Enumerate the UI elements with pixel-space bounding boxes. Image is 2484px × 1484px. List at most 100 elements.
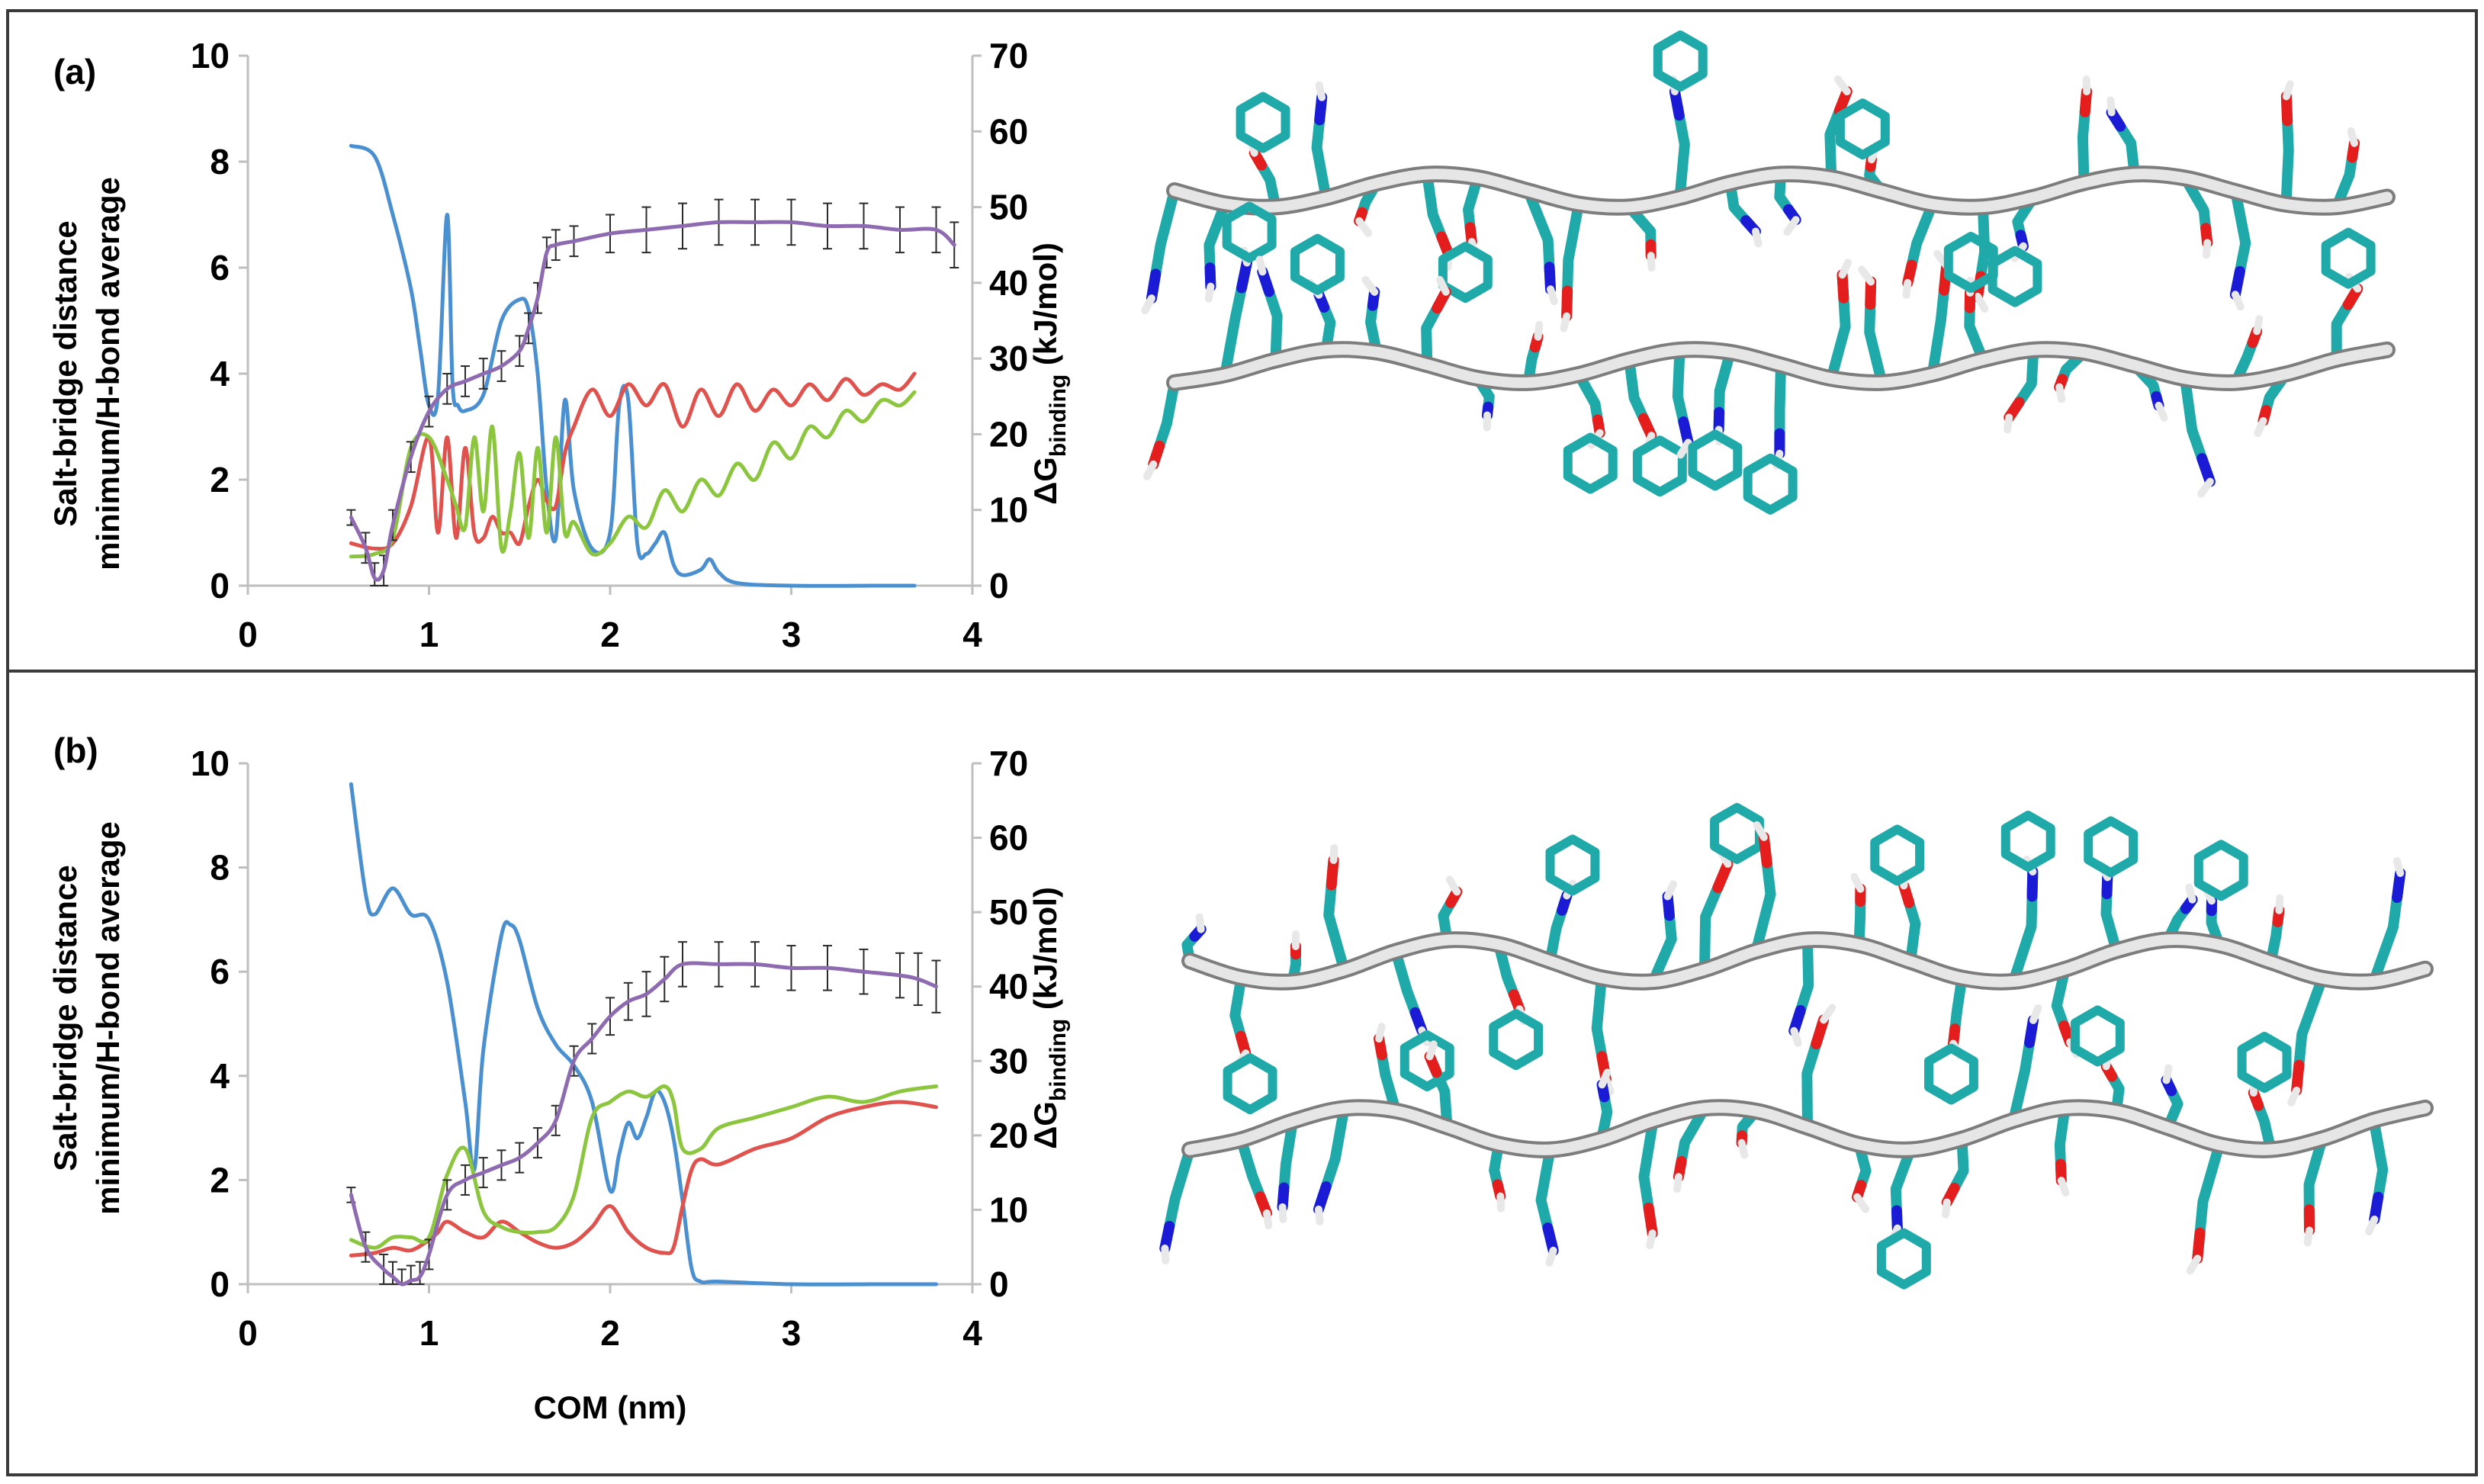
molecule-a-structure [1141,31,2396,515]
molecule-a-hydrogen [1838,259,1853,279]
chart-a-x-tick-label: 4 [962,615,982,654]
chart-a-left-axis-title: Salt-bridge distance minimum/H-bond avera… [47,177,126,570]
molecule-b-aromatic-ring [2000,811,2055,872]
molecule-a-hydrogen [2055,383,2066,403]
molecule-a-aromatic-ring [1835,98,1890,160]
molecule-b-hydrogen [1329,843,1338,864]
molecule-b-hydrogen [1445,875,1461,896]
molecule-b-hydrogen [1545,1246,1557,1267]
molecule-b-backbone-ribbon [1184,934,2431,988]
chart-b-left-axis-title: Salt-bridge distance minimum/H-bond avera… [47,821,126,1215]
molecule-a-aromatic-ring [2321,227,2376,289]
molecule-a-aromatic-ring [1222,201,1277,263]
chart-a-right-tick-label: 20 [989,414,1028,454]
molecule-b-aromatic-ring [1399,1030,1454,1092]
chart-a-right-tick-label: 30 [989,339,1028,378]
chart-a-x-tick-label: 0 [238,615,258,654]
chart-b-x-tick-label: 3 [782,1313,802,1353]
chart-b-left-tick-label: 4 [210,1056,230,1096]
molecule-b-hydrogen [1663,880,1677,901]
molecule-b-hydrogen [1262,1209,1273,1229]
chart-b-left-tick-label: 10 [191,744,230,783]
molecule-a-hydrogen [1751,227,1763,248]
molecule-b-heteroatom [1758,831,1772,869]
molecule-a-hydrogen [2254,416,2267,437]
molecule-a-hydrogen [1204,282,1215,303]
molecule-a-hydrogen [1833,75,1851,95]
molecule-b-aromatic-ring [1223,1053,1277,1115]
molecule-b-structure [1159,802,2434,1290]
molecule-a-hydrogen [1361,275,1379,296]
molecule-b-hydrogen [1425,1040,1438,1061]
molecule-a-hydrogen [1647,252,1656,272]
molecule-a-hydrogen [2347,127,2359,147]
molecule-b-heteroatom [2291,1059,2305,1096]
molecule-a-heteroatom [1146,268,1162,304]
chart-b-right-tick-label: 0 [989,1264,1009,1304]
chart-b-right-tick-label: 50 [989,892,1028,932]
molecule-b-hydrogen [1375,1023,1386,1043]
molecule-b-hydrogen [2365,1215,2379,1235]
molecule-a-hydrogen [1534,320,1544,341]
chart-a-right-tick-label: 60 [989,111,1028,151]
molecule-a-aromatic-ring [1743,453,1798,515]
chart-b-right-tick-label: 40 [989,967,1028,1007]
molecule-a-hydrogen [1142,460,1158,480]
chart-a-right-tick-label: 0 [989,566,1009,605]
chart-a-left-tick-label: 0 [210,566,230,605]
chart-b-left-tick-label: 2 [210,1160,230,1200]
chart-b-series-2-line [349,1100,938,1258]
molecule-b-aromatic-ring [1489,1009,1544,1071]
molecule-a-aromatic-ring [1290,233,1345,295]
molecule-a-hydrogen [1560,312,1571,332]
molecule-b-aromatic-ring [1876,1228,1931,1290]
molecule-a-aromatic-ring [1236,92,1290,153]
molecule-a-hydrogen [1435,275,1450,296]
molecule-a-hydrogen [1676,438,1692,459]
molecule-b-hydrogen [1790,1026,1802,1047]
molecule-b-hydrogen [1850,872,1865,893]
chart-a-left-tick-label: 8 [210,142,230,181]
molecule-b-hydrogen [1598,1068,1612,1089]
molecule-b-aromatic-ring [2070,1005,2125,1067]
molecule-b-hydrogen [2287,1086,2301,1107]
molecule-a-hydrogen [2155,401,2168,422]
molecule-b-heteroatom [1542,1222,1559,1256]
molecule-b-hydrogen [1195,913,1205,933]
chart-a-left-tick-label: 6 [210,248,230,287]
molecule-b-hydrogen [1820,1004,1836,1024]
chart-b-left-tick-label: 0 [210,1264,230,1304]
molecule-a-hydrogen [2253,315,2264,336]
panel-b-frame [6,670,2478,1476]
molecule-a-hydrogen [1547,285,1558,306]
molecule-b-heteroatom [1326,854,1339,891]
molecule-b-hydrogen [2029,1004,2042,1024]
chart-b-series-4-line [349,961,938,1286]
chart-b-right-tick-label: 30 [989,1041,1028,1081]
molecule-a-hydrogen [1902,278,1912,299]
molecule-a-aromatic-ring [1563,432,1618,494]
chart-b-x-tick-label: 0 [238,1313,258,1353]
chart-b-x-tick-label: 2 [600,1313,620,1353]
molecule-b-hydrogen [2303,1226,2314,1247]
molecule-b-hydrogen [1314,1205,1324,1225]
molecule-a-heteroatom [1836,269,1849,304]
chart-a-x-tick-label: 2 [600,615,620,654]
molecule-a-hydrogen [1255,255,1267,276]
molecule-b-aromatic-ring [2084,816,2139,878]
molecule-b-hydrogen [1278,1203,1287,1223]
molecule-a-hydrogen [1858,265,1875,286]
molecule-a-heteroatom [1236,257,1252,294]
chart-b-x-tick-label: 4 [962,1313,982,1353]
molecule-b-hydrogen [1496,1192,1506,1213]
chart-a-right-tick-label: 50 [989,188,1028,227]
molecule-a-hydrogen [2282,80,2294,101]
molecule-a-backbone-ribbon [1169,169,2392,213]
chart-a-right-tick-label: 10 [989,490,1028,530]
molecule-a-aromatic-ring [1438,242,1493,304]
molecule-b-aromatic-ring [1710,802,1764,864]
chart-b-left-tick-label: 8 [210,848,230,888]
molecule-b-aromatic-ring [1870,824,1925,886]
molecule-b-heteroatom [2192,1227,2206,1264]
chart-b-x-tick-label: 1 [419,1313,439,1353]
